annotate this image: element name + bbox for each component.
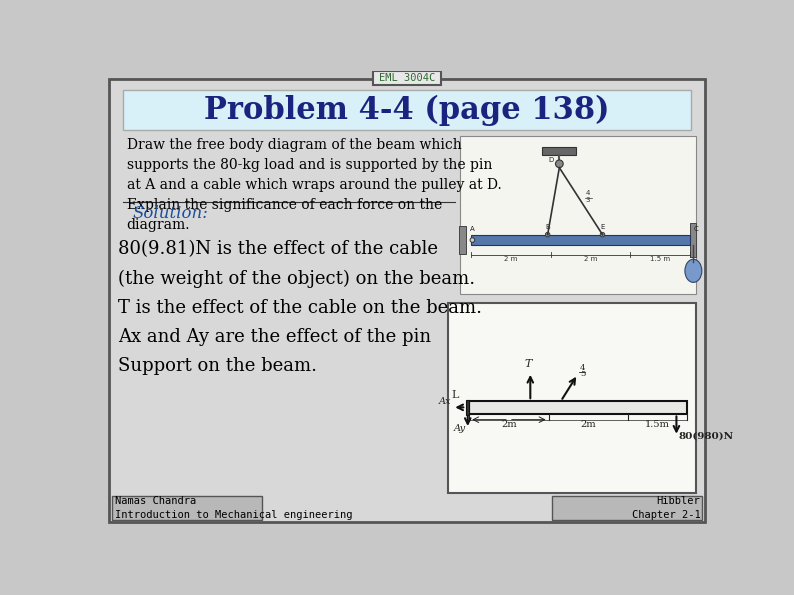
Bar [448, 303, 696, 493]
Text: 2 m: 2 m [504, 256, 518, 262]
Text: 2 m: 2 m [584, 256, 597, 262]
Circle shape [545, 232, 550, 237]
Text: 1.5 m: 1.5 m [650, 256, 670, 262]
Text: T: T [524, 359, 532, 369]
Bar [112, 496, 262, 519]
Text: Problem 4-4 (page 138): Problem 4-4 (page 138) [204, 94, 610, 126]
Text: B: B [545, 224, 550, 230]
Text: Solution:: Solution: [132, 205, 208, 221]
Text: E: E [600, 224, 605, 230]
FancyBboxPatch shape [373, 71, 441, 85]
FancyBboxPatch shape [123, 90, 691, 130]
Text: 1.5m: 1.5m [645, 421, 670, 430]
Circle shape [600, 232, 605, 237]
Text: D: D [548, 157, 553, 163]
Text: L: L [452, 390, 459, 400]
Text: A: A [470, 226, 475, 232]
Text: 2m: 2m [501, 421, 517, 430]
Text: 4: 4 [580, 364, 585, 372]
Circle shape [556, 160, 563, 168]
Bar [469, 401, 687, 414]
Bar [458, 226, 466, 254]
Text: C: C [693, 226, 698, 232]
Text: 5: 5 [580, 369, 585, 378]
Text: Draw the free body diagram of the beam which
supports the 80-kg load and is supp: Draw the free body diagram of the beam w… [127, 137, 501, 232]
Bar [542, 147, 576, 155]
Text: Ax: Ax [438, 396, 451, 406]
Ellipse shape [685, 259, 702, 283]
Text: 4: 4 [585, 190, 590, 196]
Text: Hibbler
Chapter 2-1: Hibbler Chapter 2-1 [631, 496, 700, 521]
Text: Ay: Ay [454, 424, 466, 433]
Text: EML 3004C: EML 3004C [379, 73, 435, 83]
Bar [552, 496, 702, 519]
FancyBboxPatch shape [109, 79, 705, 522]
Bar [460, 136, 696, 294]
Circle shape [470, 238, 475, 242]
Text: Namas Chandra
Introduction to Mechanical engineering: Namas Chandra Introduction to Mechanical… [115, 496, 353, 521]
Text: 80(9.81)N is the effect of the cable
(the weight of the object) on the beam.
T i: 80(9.81)N is the effect of the cable (th… [118, 240, 482, 375]
Bar [471, 234, 690, 245]
Text: 2m: 2m [580, 421, 596, 430]
Text: 3: 3 [585, 196, 590, 202]
Text: 80(980)N: 80(980)N [679, 432, 734, 441]
Bar [466, 400, 469, 415]
Bar [690, 223, 696, 257]
